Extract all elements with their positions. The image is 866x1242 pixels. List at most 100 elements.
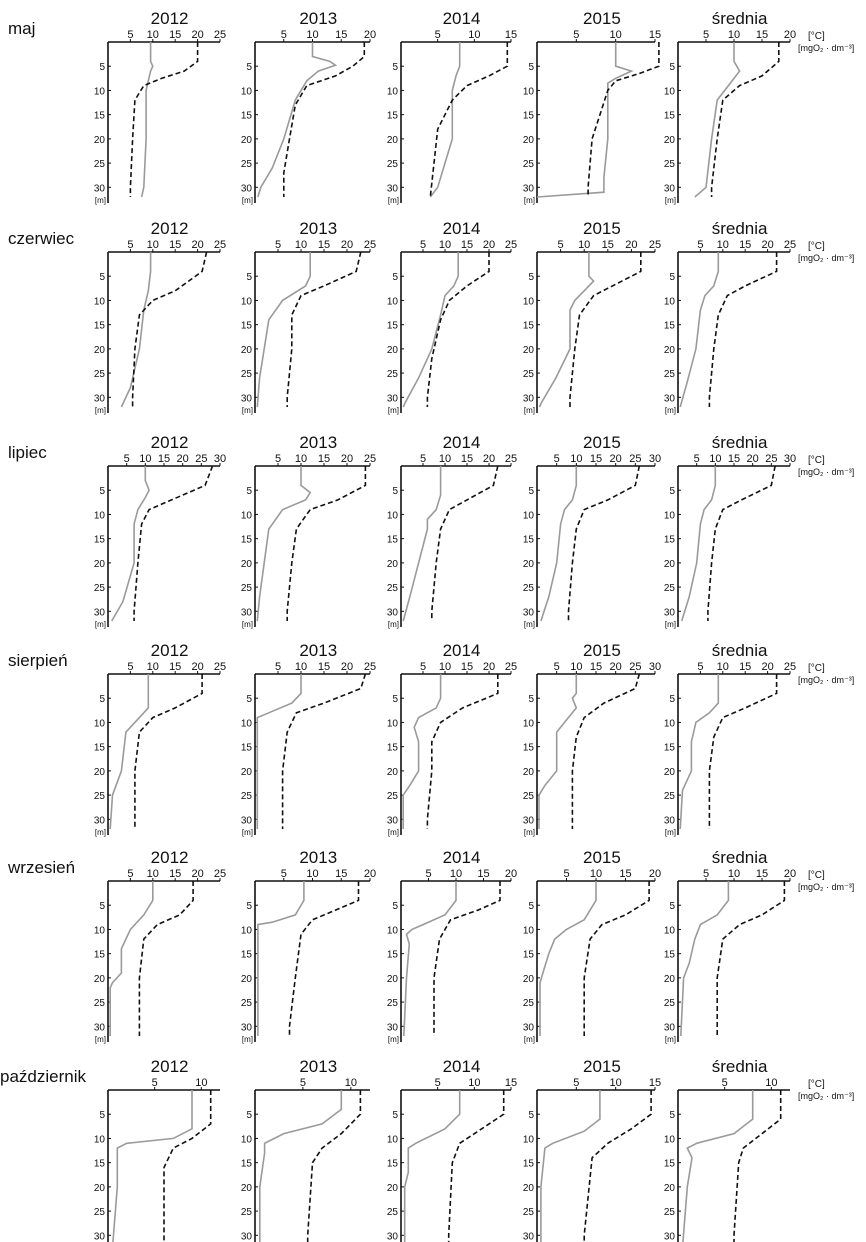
depth-tick-label: 30 bbox=[387, 1231, 399, 1242]
x-tick-label: 20 bbox=[483, 453, 495, 465]
depth-tick-label: 5 bbox=[246, 901, 252, 912]
x-tick-label: 30 bbox=[784, 453, 796, 465]
depth-tick-label: 20 bbox=[664, 559, 676, 570]
depth-tick-label: 25 bbox=[387, 791, 399, 802]
depth-tick-label: 10 bbox=[94, 86, 106, 97]
depth-tick-label: 10 bbox=[387, 296, 399, 307]
panel-title: 2014 bbox=[443, 848, 481, 867]
profile-panel: 2013 5 10 15 20 25 5 10 15 20 25 30 [m] bbox=[241, 641, 376, 837]
depth-unit-label: [m] bbox=[665, 828, 676, 837]
temperature-line bbox=[256, 674, 302, 829]
temperature-line bbox=[402, 466, 442, 622]
temperature-line bbox=[402, 252, 460, 408]
depth-tick-label: 30 bbox=[241, 815, 253, 826]
depth-tick-label: 5 bbox=[99, 272, 105, 283]
oxygen-line bbox=[433, 881, 501, 1036]
temperature-line bbox=[111, 466, 150, 622]
temperature-line bbox=[109, 674, 150, 830]
profile-panel: 2013 5 10 15 20 25 5 10 15 20 25 30 [m] bbox=[241, 219, 376, 415]
depth-tick-label: 15 bbox=[387, 111, 399, 122]
depth-tick-label: 5 bbox=[392, 1110, 398, 1121]
x-tick-label: 10 bbox=[610, 1077, 622, 1089]
oxygen-line bbox=[583, 1090, 652, 1242]
depth-tick-label: 10 bbox=[241, 510, 253, 521]
depth-tick-label: 25 bbox=[523, 998, 535, 1009]
panel-title: 2013 bbox=[299, 1057, 337, 1076]
x-tick-label: 10 bbox=[295, 661, 307, 673]
x-tick-label: 20 bbox=[761, 239, 773, 251]
depth-tick-label: 10 bbox=[664, 1134, 676, 1145]
oxygen-line bbox=[282, 42, 366, 197]
x-tick-label: 20 bbox=[483, 661, 495, 673]
depth-tick-label: 20 bbox=[523, 767, 535, 778]
depth-tick-label: 30 bbox=[664, 183, 676, 194]
depth-tick-label: 30 bbox=[94, 607, 106, 618]
depth-tick-label: 25 bbox=[664, 1207, 676, 1218]
x-tick-label: 5 bbox=[722, 1077, 728, 1089]
x-tick-label: 5 bbox=[420, 661, 426, 673]
x-tick-label: 5 bbox=[300, 1077, 306, 1089]
x-tick-label: 5 bbox=[573, 1077, 579, 1089]
x-tick-label: 25 bbox=[195, 453, 207, 465]
depth-unit-label: [m] bbox=[665, 1035, 676, 1044]
depth-tick-label: 20 bbox=[241, 559, 253, 570]
depth-tick-label: 25 bbox=[664, 998, 676, 1009]
x-tick-label: 20 bbox=[747, 453, 759, 465]
x-tick-label: 25 bbox=[629, 661, 641, 673]
depth-tick-label: 20 bbox=[241, 135, 253, 146]
x-tick-label: 25 bbox=[214, 868, 226, 880]
profile-panel: 2015 5 10 15 20 25 30 5 10 15 20 25 30 [m] bbox=[523, 641, 661, 837]
panel-title: 2013 bbox=[299, 848, 337, 867]
depth-tick-label: 5 bbox=[99, 901, 105, 912]
depth-tick-label: 30 bbox=[387, 815, 399, 826]
x-tick-label: 10 bbox=[468, 1077, 480, 1089]
x-tick-label: 10 bbox=[570, 661, 582, 673]
x-tick-label: 10 bbox=[439, 239, 451, 251]
x-tick-label: 15 bbox=[169, 661, 181, 673]
temperature-line bbox=[112, 1090, 193, 1242]
x-tick-label: 5 bbox=[152, 1077, 158, 1089]
depth-tick-label: 5 bbox=[392, 694, 398, 705]
oxygen-line bbox=[138, 881, 194, 1036]
profile-panel: 2012 5 10 15 20 25 5 10 15 20 25 30 [m] bbox=[94, 9, 226, 205]
depth-tick-label: 30 bbox=[523, 393, 535, 404]
x-tick-label: 5 bbox=[127, 868, 133, 880]
x-tick-label: 20 bbox=[191, 661, 203, 673]
depth-tick-label: 10 bbox=[523, 86, 535, 97]
depth-tick-label: 30 bbox=[523, 183, 535, 194]
x-tick-label: 10 bbox=[147, 868, 159, 880]
x-tick-label: 10 bbox=[765, 1077, 777, 1089]
profile-panel: 2013 5 10 15 20 25 5 10 15 20 25 30 [m] bbox=[241, 433, 376, 629]
depth-unit-label: [m] bbox=[242, 620, 253, 629]
x-tick-label: 20 bbox=[191, 239, 203, 251]
x-tick-label: 15 bbox=[739, 239, 751, 251]
panel-title: 2013 bbox=[299, 641, 337, 660]
depth-tick-label: 30 bbox=[94, 1231, 106, 1242]
depth-tick-label: 20 bbox=[523, 345, 535, 356]
x-tick-label: 20 bbox=[610, 453, 622, 465]
depth-tick-label: 30 bbox=[241, 393, 253, 404]
x-tick-label: 25 bbox=[505, 239, 517, 251]
month-row-2: lipiec 2012 5 10 15 20 25 30 5 10 15 20 25 30 [m] 2013 5… bbox=[8, 433, 854, 629]
oxygen-line bbox=[286, 251, 362, 407]
depth-unit-label: [m] bbox=[665, 406, 676, 415]
temperature-line bbox=[540, 466, 578, 622]
oxygen-line bbox=[286, 466, 367, 621]
depth-unit-label: [m] bbox=[665, 196, 676, 205]
depth-tick-label: 10 bbox=[94, 718, 106, 729]
panel-title: średnia bbox=[712, 433, 768, 452]
temperature-line bbox=[403, 1090, 461, 1242]
x-tick-label: 10 bbox=[468, 29, 480, 41]
depth-tick-label: 20 bbox=[241, 1183, 253, 1194]
depth-tick-label: 20 bbox=[94, 559, 106, 570]
depth-tick-label: 25 bbox=[241, 369, 253, 380]
panel-title: średnia bbox=[712, 848, 768, 867]
x-tick-label: 10 bbox=[450, 868, 462, 880]
depth-tick-label: 15 bbox=[387, 535, 399, 546]
x-tick-label: 5 bbox=[554, 453, 560, 465]
x-tick-label: 15 bbox=[756, 29, 768, 41]
depth-tick-label: 15 bbox=[387, 743, 399, 754]
depth-tick-label: 25 bbox=[94, 583, 106, 594]
